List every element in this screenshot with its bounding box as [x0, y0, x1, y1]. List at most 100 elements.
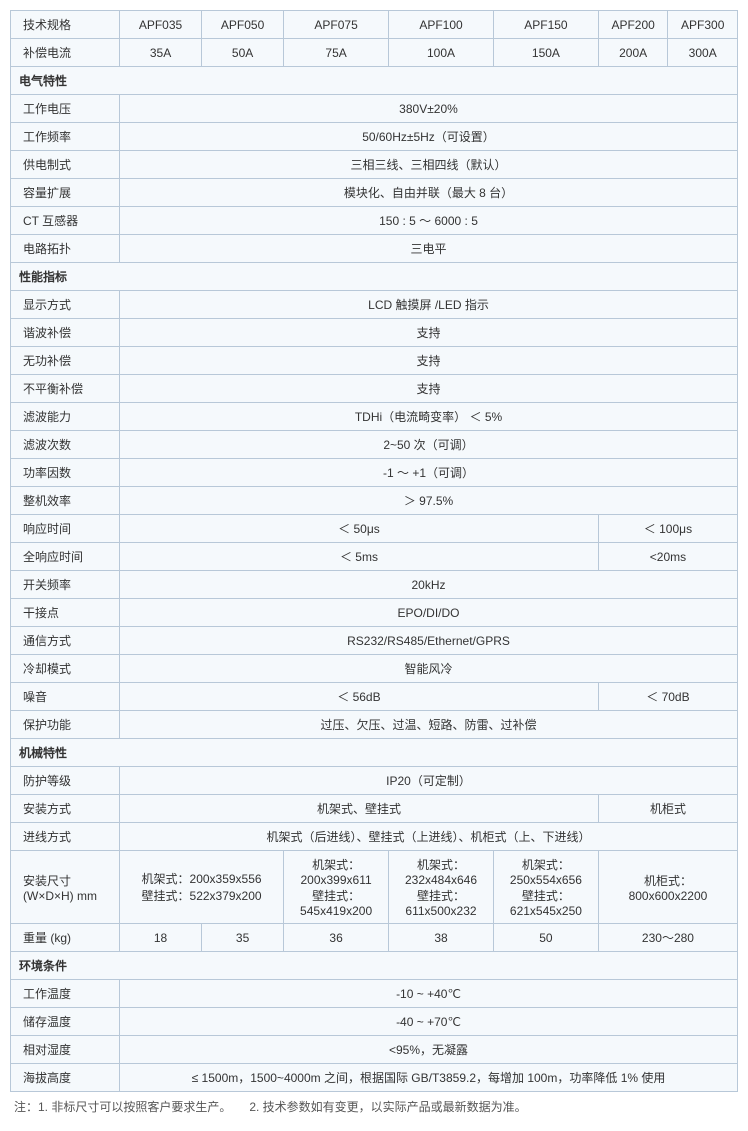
- section-header: 性能指标: [11, 263, 738, 291]
- row-cell: APF300: [668, 11, 738, 39]
- row-label: 滤波次数: [11, 431, 120, 459]
- row-value-right: <20ms: [598, 543, 737, 571]
- row-label: 容量扩展: [11, 179, 120, 207]
- table-row: 通信方式RS232/RS485/Ethernet/GPRS: [11, 627, 738, 655]
- row-label: 工作温度: [11, 980, 120, 1008]
- row-cell: 38: [389, 924, 494, 952]
- row-label: 冷却模式: [11, 655, 120, 683]
- table-row: 环境条件: [11, 952, 738, 980]
- table-row: 安装方式机架式、壁挂式机柜式: [11, 795, 738, 823]
- row-value: 三电平: [120, 235, 738, 263]
- row-label: 噪音: [11, 683, 120, 711]
- row-label: 显示方式: [11, 291, 120, 319]
- row-value-left: 机架式、壁挂式: [120, 795, 599, 823]
- row-cell: 300A: [668, 39, 738, 67]
- table-row: 工作温度-10 ~ +40℃: [11, 980, 738, 1008]
- row-label: 保护功能: [11, 711, 120, 739]
- row-value: 50/60Hz±5Hz（可设置）: [120, 123, 738, 151]
- row-label: 干接点: [11, 599, 120, 627]
- row-value: 智能风冷: [120, 655, 738, 683]
- table-row: CT 互感器150 : 5 ～ 6000 : 5: [11, 207, 738, 235]
- row-cell: 机柜式：800x600x2200: [598, 851, 737, 924]
- row-cell: APF150: [493, 11, 598, 39]
- table-row: 显示方式LCD 触摸屏 /LED 指示: [11, 291, 738, 319]
- row-label: CT 互感器: [11, 207, 120, 235]
- row-value-left: ＜ 5ms: [120, 543, 599, 571]
- row-cell: 150A: [493, 39, 598, 67]
- row-label: 相对湿度: [11, 1036, 120, 1064]
- row-cell: 230～280: [598, 924, 737, 952]
- row-cell: APF100: [389, 11, 494, 39]
- row-value: ＞ 97.5%: [120, 487, 738, 515]
- table-row: 噪音＜ 56dB＜ 70dB: [11, 683, 738, 711]
- row-value: 支持: [120, 347, 738, 375]
- row-value: 380V±20%: [120, 95, 738, 123]
- row-value: LCD 触摸屏 /LED 指示: [120, 291, 738, 319]
- row-value: 20kHz: [120, 571, 738, 599]
- row-label: 电路拓扑: [11, 235, 120, 263]
- row-label: 通信方式: [11, 627, 120, 655]
- table-row: 补偿电流35A50A75A100A150A200A300A: [11, 39, 738, 67]
- table-row: 安装尺寸(W×D×H) mm机架式：200x359x556壁挂式：522x379…: [11, 851, 738, 924]
- row-label: 整机效率: [11, 487, 120, 515]
- row-label: 谐波补偿: [11, 319, 120, 347]
- row-cell: 机架式：250x554x656壁挂式：621x545x250: [493, 851, 598, 924]
- row-label: 全响应时间: [11, 543, 120, 571]
- row-label: 不平衡补偿: [11, 375, 120, 403]
- row-cell: APF050: [202, 11, 284, 39]
- row-value: 过压、欠压、过温、短路、防雷、过补偿: [120, 711, 738, 739]
- section-header: 电气特性: [11, 67, 738, 95]
- row-value: 2~50 次（可调）: [120, 431, 738, 459]
- row-value: 支持: [120, 375, 738, 403]
- table-row: 滤波能力TDHi（电流畸变率） ＜ 5%: [11, 403, 738, 431]
- table-row: 工作电压380V±20%: [11, 95, 738, 123]
- row-value-right: ＜ 100μs: [598, 515, 737, 543]
- table-row: 供电制式三相三线、三相四线（默认）: [11, 151, 738, 179]
- section-header: 环境条件: [11, 952, 738, 980]
- row-label: 无功补偿: [11, 347, 120, 375]
- row-label: 工作频率: [11, 123, 120, 151]
- row-value: -1 ～ +1（可调）: [120, 459, 738, 487]
- row-cell: 18: [120, 924, 202, 952]
- table-row: 容量扩展模块化、自由并联（最大 8 台）: [11, 179, 738, 207]
- row-value: -40 ~ +70℃: [120, 1008, 738, 1036]
- row-value: <95%，无凝露: [120, 1036, 738, 1064]
- table-row: 防护等级IP20（可定制）: [11, 767, 738, 795]
- table-row: 无功补偿支持: [11, 347, 738, 375]
- row-label: 功率因数: [11, 459, 120, 487]
- row-label: 重量 (kg): [11, 924, 120, 952]
- row-value: 三相三线、三相四线（默认）: [120, 151, 738, 179]
- row-value: 机架式（后进线）、壁挂式（上进线）、机柜式（上、下进线）: [120, 823, 738, 851]
- row-cell: 75A: [284, 39, 389, 67]
- table-row: 电路拓扑三电平: [11, 235, 738, 263]
- row-value: IP20（可定制）: [120, 767, 738, 795]
- table-row: 储存温度-40 ~ +70℃: [11, 1008, 738, 1036]
- footnote: 注：1. 非标尺寸可以按照客户要求生产。 2. 技术参数如有变更，以实际产品或最…: [10, 1092, 746, 1121]
- table-row: 海拔高度≤ 1500m，1500~4000m 之间，根据国际 GB/T3859.…: [11, 1064, 738, 1092]
- spec-table: 技术规格APF035APF050APF075APF100APF150APF200…: [10, 10, 738, 1092]
- row-value-right: ＜ 70dB: [598, 683, 737, 711]
- row-label: 滤波能力: [11, 403, 120, 431]
- row-value-left: ＜ 50μs: [120, 515, 599, 543]
- table-row: 重量 (kg)1835363850230～280: [11, 924, 738, 952]
- table-row: 工作频率50/60Hz±5Hz（可设置）: [11, 123, 738, 151]
- row-value: -10 ~ +40℃: [120, 980, 738, 1008]
- row-label: 补偿电流: [11, 39, 120, 67]
- row-label: 安装方式: [11, 795, 120, 823]
- row-label: 海拔高度: [11, 1064, 120, 1092]
- row-value: EPO/DI/DO: [120, 599, 738, 627]
- table-row: 开关频率20kHz: [11, 571, 738, 599]
- row-cell: 36: [284, 924, 389, 952]
- row-label: 进线方式: [11, 823, 120, 851]
- row-value: 150 : 5 ～ 6000 : 5: [120, 207, 738, 235]
- row-cell: 机架式：232x484x646壁挂式：611x500x232: [389, 851, 494, 924]
- table-row: 响应时间＜ 50μs＜ 100μs: [11, 515, 738, 543]
- row-cell: 35: [202, 924, 284, 952]
- row-cell: APF075: [284, 11, 389, 39]
- table-row: 功率因数-1 ～ +1（可调）: [11, 459, 738, 487]
- row-value: RS232/RS485/Ethernet/GPRS: [120, 627, 738, 655]
- row-cell: 50A: [202, 39, 284, 67]
- row-cell: 100A: [389, 39, 494, 67]
- table-row: 电气特性: [11, 67, 738, 95]
- table-row: 谐波补偿支持: [11, 319, 738, 347]
